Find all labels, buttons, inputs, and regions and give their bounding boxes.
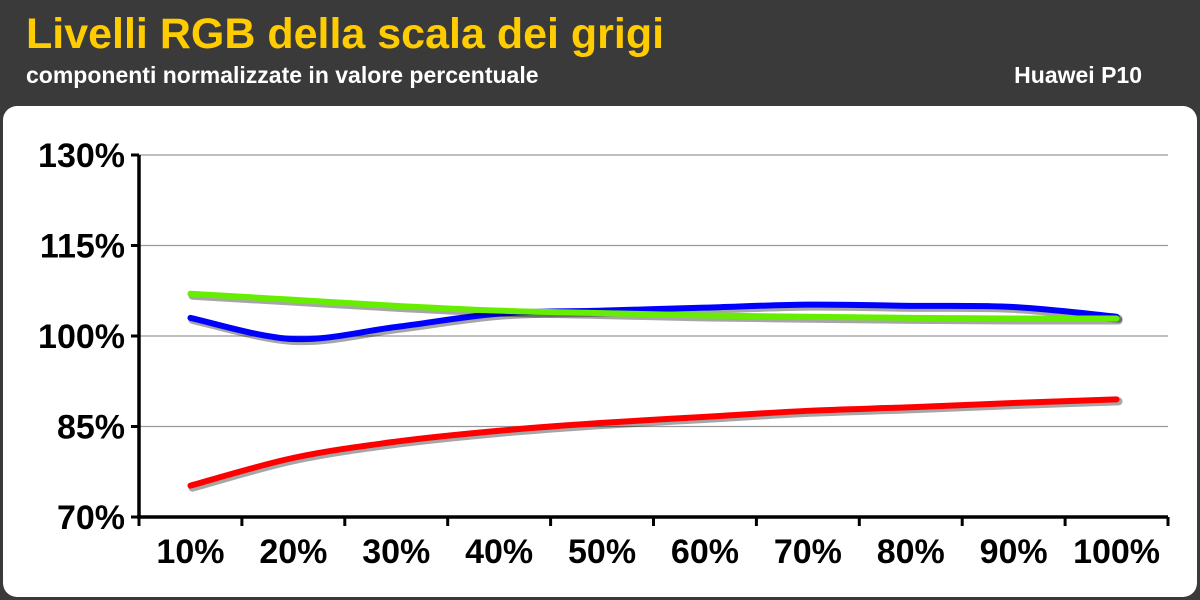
y-tick-label: 70%: [57, 499, 125, 537]
x-tick-label: 90%: [980, 533, 1048, 571]
chart-subtitle: componenti normalizzate in valore percen…: [26, 62, 539, 88]
series-line: [187, 301, 1120, 343]
device-label: Huawei P10: [1014, 62, 1142, 88]
y-tick-label: 100%: [38, 318, 125, 356]
header: Livelli RGB della scala dei grigi compon…: [0, 0, 1200, 104]
x-tick-label: 40%: [465, 533, 533, 571]
y-tick-label: 115%: [40, 228, 125, 266]
x-tick-label: 50%: [568, 533, 636, 571]
x-tick-label: 70%: [774, 533, 842, 571]
x-tick-label: 80%: [877, 533, 945, 571]
x-tick-label: 60%: [671, 533, 739, 571]
x-tick-label: 30%: [362, 533, 430, 571]
chart-title: Livelli RGB della scala dei grigi: [26, 10, 665, 58]
x-tick-label: 10%: [156, 533, 224, 571]
y-tick-label: 85%: [57, 409, 125, 447]
x-tick-label: 100%: [1073, 533, 1160, 571]
y-tick-label: 130%: [38, 137, 125, 175]
line-chart: 70% 85% 100% 115% 130% 10% 20% 30% 40% 50% 60% 70% 8…: [38, 137, 1170, 571]
series-line: [187, 290, 1120, 322]
x-tick-label: 20%: [259, 533, 327, 571]
series-shadow: [188, 397, 1123, 492]
series-line: [187, 396, 1120, 489]
plot-panel: 70% 85% 100% 115% 130% 10% 20% 30% 40% 50% 60% 70% 8…: [3, 106, 1197, 597]
